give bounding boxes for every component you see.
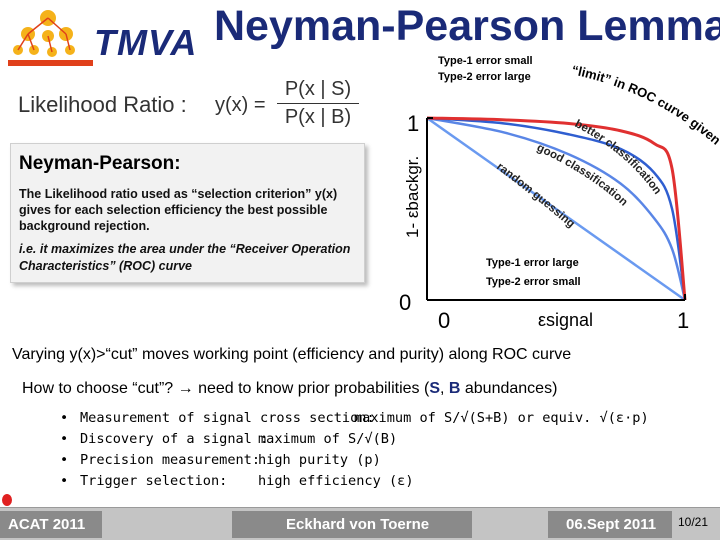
x-axis-label: εsignal bbox=[538, 310, 593, 330]
box-paragraph: The Likelihood ratio used as “selection … bbox=[19, 187, 338, 233]
annot-type1-small: Type-1 error small bbox=[438, 56, 533, 67]
y-tick-0: 0 bbox=[399, 290, 411, 315]
annot-type2-small: Type-2 error small bbox=[486, 276, 581, 288]
list-item: Measurement of signal cross section:maxi… bbox=[60, 408, 649, 429]
page-title: Neyman-Pearson Lemma bbox=[214, 2, 720, 50]
box-paragraph-roc: i.e. it maximizes the area under the “Re… bbox=[19, 242, 351, 273]
footer-conference: ACAT 2011 bbox=[8, 516, 86, 533]
footer: ACAT 2011 Eckhard von Toerne 06.Sept 201… bbox=[0, 507, 720, 540]
list-item-value: maximum of S/√(B) bbox=[258, 431, 398, 447]
roc-explanation-line: Varying y(x)>“cut” moves working point (… bbox=[12, 346, 572, 363]
formula-lhs: y(x) = bbox=[215, 94, 266, 116]
use-case-list: Measurement of signal cross section:maxi… bbox=[60, 408, 649, 492]
list-item: Trigger selection: high efficiency (ε) bbox=[60, 471, 649, 492]
arrow-icon: → bbox=[177, 380, 194, 397]
formula-numerator: P(x | S) bbox=[277, 78, 359, 104]
likelihood-ratio-label: Likelihood Ratio : bbox=[18, 92, 187, 117]
y-axis-label: 1- εbackgr. bbox=[403, 156, 422, 238]
x-tick-1: 1 bbox=[677, 308, 689, 333]
footer-right-bar bbox=[548, 511, 672, 538]
annot-type2-large: Type-2 error large bbox=[438, 71, 531, 83]
logo-text: TMVA bbox=[94, 22, 198, 63]
footer-marker bbox=[2, 494, 12, 506]
list-item-value: high purity (p) bbox=[258, 452, 381, 468]
annot-random: random guessing bbox=[494, 161, 577, 231]
annot-type1-large: Type-1 error large bbox=[486, 257, 579, 269]
cut-question-b: need to know prior probabilities ( bbox=[193, 380, 430, 397]
roc-curve-good bbox=[426, 116, 687, 301]
roc-curve-better bbox=[426, 116, 687, 301]
cut-question-d: abundances) bbox=[460, 380, 558, 397]
roc-curve-random bbox=[426, 116, 686, 302]
footer-author: Eckhard von Toerne bbox=[286, 516, 430, 533]
box-heading: Neyman-Pearson: bbox=[19, 153, 181, 174]
list-item-value: maximum of S/√(S+B) or equiv. √(ε·p) bbox=[354, 410, 649, 426]
formula-fraction: P(x | S) P(x | B) bbox=[277, 78, 359, 129]
tmva-logo: TMVA bbox=[8, 8, 218, 70]
list-item-label: Measurement of signal cross section: bbox=[80, 410, 375, 426]
list-item-label: Discovery of a signal : bbox=[80, 431, 269, 447]
footer-left-bar bbox=[0, 511, 102, 538]
list-item: Precision measurement:high purity (p) bbox=[60, 450, 649, 471]
page-number: 10/21 bbox=[678, 515, 709, 529]
x-tick-0: 0 bbox=[438, 308, 450, 333]
tmva-logo-graphic bbox=[8, 10, 93, 66]
roc-chart: 1 0 0 1 εsignal 1- εbackgr. Type-1 error… bbox=[390, 56, 720, 333]
footer-date: 06.Sept 2011 bbox=[566, 516, 657, 533]
list-item-label: Trigger selection: bbox=[80, 473, 228, 489]
neyman-pearson-box: Neyman-Pearson: The Likelihood ratio use… bbox=[10, 143, 365, 283]
cut-question-c: , bbox=[439, 380, 449, 397]
roc-curve-likelihood bbox=[426, 116, 687, 301]
list-item-value: high efficiency (ε) bbox=[258, 473, 414, 489]
list-item-label: Precision measurement: bbox=[80, 452, 261, 468]
cut-question-a: How to choose “cut”? bbox=[22, 380, 178, 397]
list-item: Discovery of a signal :maximum of S/√(B) bbox=[60, 429, 649, 450]
formula-denominator: P(x | B) bbox=[284, 106, 352, 128]
y-tick-1: 1 bbox=[407, 111, 419, 136]
signal-letter: S bbox=[429, 380, 440, 397]
cut-question-line: How to choose “cut”? → need to know prio… bbox=[22, 380, 557, 398]
footer-center-bar bbox=[232, 511, 472, 538]
background-letter: B bbox=[448, 380, 461, 397]
